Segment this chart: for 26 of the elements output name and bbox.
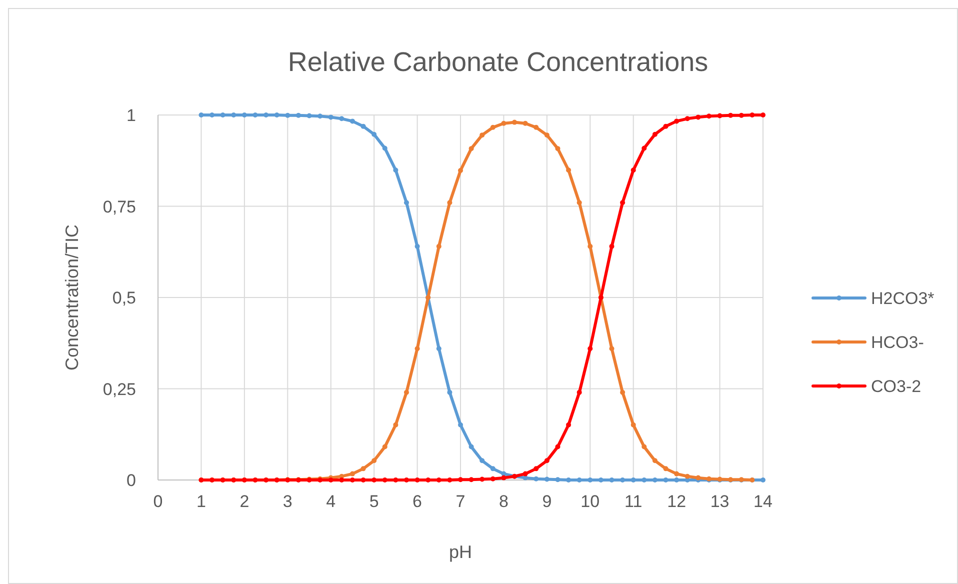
legend-label: H2CO3*	[871, 289, 935, 308]
chart-title: Relative Carbonate Concentrations	[288, 47, 708, 77]
legend-label: CO3-2	[871, 377, 922, 396]
x-tick-label: 4	[326, 492, 336, 511]
x-tick-label: 13	[710, 492, 730, 511]
y-tick-label: 0	[126, 471, 136, 490]
x-tick-label: 12	[667, 492, 686, 511]
x-tick-label: 7	[456, 492, 466, 511]
x-tick-label: 14	[754, 492, 772, 511]
x-tick-label: 10	[580, 492, 600, 511]
legend-label: HCO3-	[871, 333, 924, 352]
x-tick-label: 1	[196, 492, 206, 511]
x-tick-label: 2	[240, 492, 250, 511]
x-tick-label: 8	[498, 492, 508, 511]
x-tick-label: 11	[624, 492, 642, 511]
y-axis-title: Concentration/TIC	[62, 224, 82, 371]
y-tick-label: 0,5	[112, 288, 136, 308]
x-tick-label: 3	[282, 492, 292, 511]
y-tick-label: 1	[126, 106, 136, 125]
y-tick-label: 0,75	[102, 197, 136, 216]
x-tick-label: 6	[412, 492, 422, 511]
x-tick-label: 9	[542, 492, 552, 511]
x-tick-label: 0	[153, 492, 163, 511]
y-tick-label: 0,25	[102, 380, 136, 399]
x-axis-title: pH	[448, 542, 472, 562]
x-tick-label: 5	[369, 492, 379, 511]
